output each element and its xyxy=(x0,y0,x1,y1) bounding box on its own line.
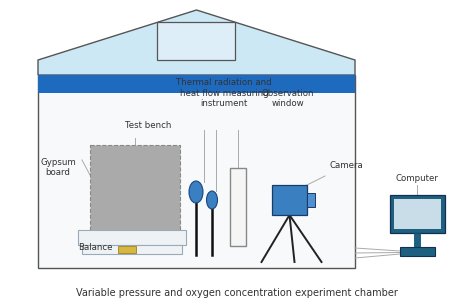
Text: Balance: Balance xyxy=(78,244,112,252)
Bar xyxy=(78,230,186,245)
Text: Thermal radiation and
heat flow measuring
instrument: Thermal radiation and heat flow measurin… xyxy=(176,78,272,108)
Bar xyxy=(394,199,441,229)
Bar xyxy=(82,245,182,254)
Bar xyxy=(38,75,355,93)
Ellipse shape xyxy=(207,191,218,209)
Bar xyxy=(38,75,355,268)
Ellipse shape xyxy=(189,181,203,203)
Bar xyxy=(157,22,236,60)
Text: Gypsum
board: Gypsum board xyxy=(40,158,76,177)
Bar xyxy=(118,246,136,253)
Bar xyxy=(400,247,435,256)
Bar xyxy=(307,193,315,207)
Bar xyxy=(90,145,180,233)
Polygon shape xyxy=(38,10,355,75)
Text: Computer: Computer xyxy=(396,174,438,183)
Text: Observation
window: Observation window xyxy=(262,89,314,108)
Bar xyxy=(272,185,307,215)
Text: Camera: Camera xyxy=(330,161,364,170)
Bar xyxy=(230,168,246,246)
Text: Test bench: Test bench xyxy=(125,121,171,130)
Text: Variable pressure and oxygen concentration experiment chamber: Variable pressure and oxygen concentrati… xyxy=(76,288,398,298)
Bar xyxy=(390,195,445,233)
